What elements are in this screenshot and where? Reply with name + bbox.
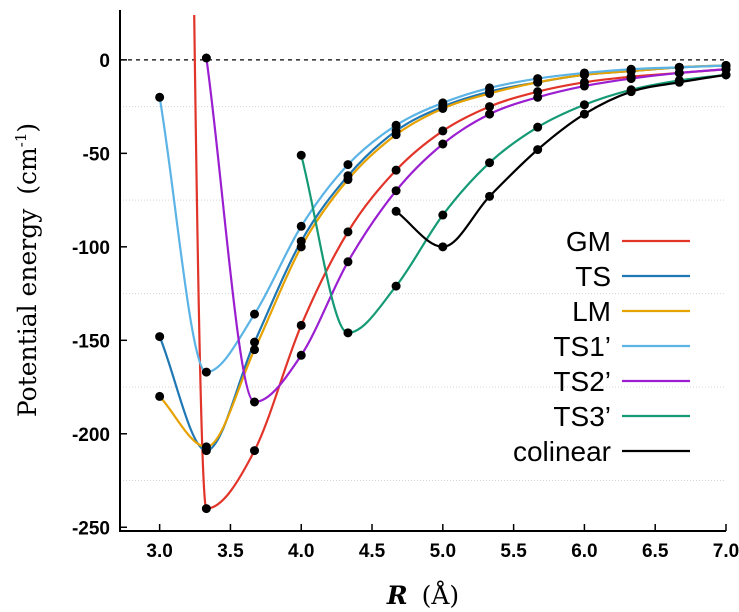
data-point xyxy=(343,328,353,338)
x-tick-label: 6.0 xyxy=(571,541,597,562)
data-point xyxy=(250,397,260,407)
data-point xyxy=(485,102,495,112)
data-point xyxy=(579,81,589,91)
data-points xyxy=(155,53,731,514)
y-tick-label: -100 xyxy=(72,238,110,259)
series-line-4 xyxy=(205,57,726,404)
data-point xyxy=(438,126,448,136)
series-line-6 xyxy=(395,73,726,248)
data-point xyxy=(296,150,306,160)
legend-label: TS3’ xyxy=(553,401,611,432)
data-point xyxy=(296,350,306,360)
data-point xyxy=(579,68,589,78)
data-point xyxy=(579,109,589,119)
data-point xyxy=(674,68,684,78)
data-point xyxy=(296,320,306,330)
y-tick-label: -250 xyxy=(72,518,110,539)
series-line-5 xyxy=(300,73,726,334)
data-point xyxy=(579,100,589,110)
data-point xyxy=(485,83,495,93)
data-point xyxy=(343,227,353,237)
data-point xyxy=(485,109,495,119)
series-line-3 xyxy=(158,64,726,374)
y-axis-unit-superscript: -1 xyxy=(12,133,30,148)
data-point xyxy=(296,242,306,252)
legend-label: colinear xyxy=(513,436,611,467)
data-point xyxy=(533,145,543,155)
data-point xyxy=(626,87,636,97)
data-point xyxy=(391,206,401,216)
legend-label: TS1’ xyxy=(553,331,611,362)
data-point xyxy=(391,120,401,130)
x-tick-label: 5.5 xyxy=(500,541,527,562)
series-curves xyxy=(158,15,726,510)
data-point xyxy=(201,442,211,452)
y-axis-title: Potential energy xyxy=(13,208,42,417)
legend-label: TS2’ xyxy=(553,366,611,397)
data-point xyxy=(721,70,731,80)
data-point xyxy=(155,332,165,342)
data-point xyxy=(626,74,636,84)
legend-label: GM xyxy=(566,226,611,257)
data-point xyxy=(485,191,495,201)
series-line-2 xyxy=(158,64,726,448)
data-point xyxy=(438,98,448,108)
y-tick-label: -50 xyxy=(83,144,110,165)
data-point xyxy=(201,367,211,377)
data-point xyxy=(155,92,165,102)
data-point xyxy=(533,92,543,102)
x-tick-label: 4.0 xyxy=(288,541,314,562)
legend-label: TS xyxy=(575,261,611,292)
x-tick-label: 7.0 xyxy=(713,541,739,562)
x-tick-label: 4.5 xyxy=(359,541,386,562)
data-point xyxy=(391,130,401,140)
y-axis-label: Potential energy (cm-1) xyxy=(12,123,42,417)
data-point xyxy=(438,210,448,220)
data-point xyxy=(201,504,211,514)
data-point xyxy=(533,122,543,132)
legend: GM TS LM TS1’ TS2’ TS3’ colinear xyxy=(513,226,690,467)
data-point xyxy=(250,337,260,347)
y-axis-unit: (cm xyxy=(13,147,42,195)
x-tick-label: 3.5 xyxy=(217,541,244,562)
x-axis-label: R (Å) xyxy=(386,580,459,610)
data-point xyxy=(438,242,448,252)
data-point xyxy=(674,77,684,87)
legend-label: LM xyxy=(572,296,611,327)
data-point xyxy=(201,53,211,63)
y-axis-unit-close: ) xyxy=(13,123,42,133)
data-point xyxy=(343,257,353,267)
y-tick-label: -200 xyxy=(72,425,110,446)
x-tick-label: 3.0 xyxy=(146,541,172,562)
x-axis-symbol: R xyxy=(386,581,408,610)
data-point xyxy=(391,281,401,291)
grid-lines xyxy=(120,59,726,482)
data-point xyxy=(250,309,260,319)
data-point xyxy=(485,158,495,168)
x-tick-label: 6.5 xyxy=(642,541,669,562)
x-axis-unit: (Å) xyxy=(422,580,460,610)
data-point xyxy=(343,160,353,170)
data-point xyxy=(626,64,636,74)
data-point xyxy=(438,139,448,149)
tick-labels: 3.0 3.5 4.0 4.5 5.0 5.5 6.0 6.5 7.0 0 -50 -100 -150 -… xyxy=(72,51,739,562)
data-point xyxy=(250,345,260,355)
data-point xyxy=(343,175,353,185)
data-point xyxy=(391,165,401,175)
y-tick-label: 0 xyxy=(99,51,110,72)
data-point xyxy=(155,391,165,401)
data-point xyxy=(391,186,401,196)
data-point xyxy=(296,221,306,231)
data-point xyxy=(250,446,260,456)
y-tick-label: -150 xyxy=(72,331,110,352)
axes xyxy=(119,10,726,532)
x-tick-label: 5.0 xyxy=(430,541,456,562)
series-line-1 xyxy=(158,64,726,452)
data-point xyxy=(533,74,543,84)
